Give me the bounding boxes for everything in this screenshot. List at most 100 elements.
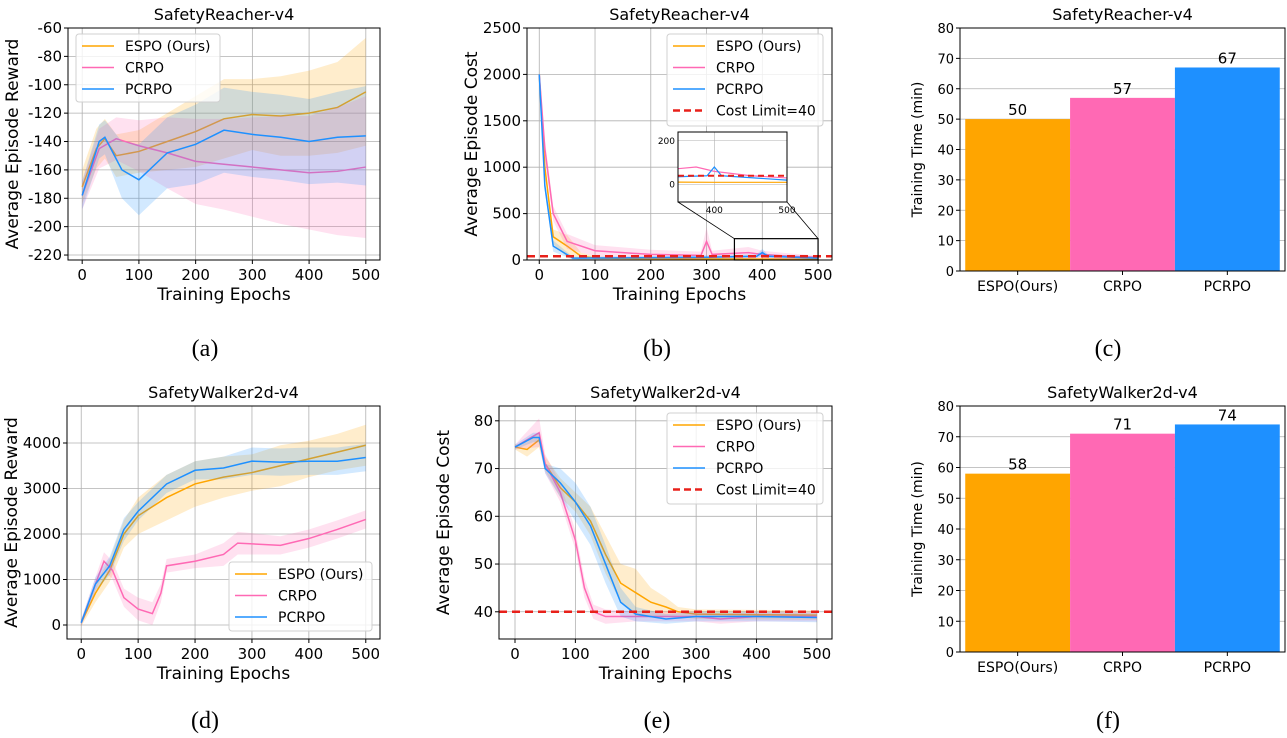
legend-label-espo: ESPO (Ours) <box>716 39 802 55</box>
bar-value-label: 71 <box>1113 416 1132 434</box>
y-tick-label: -180 <box>28 189 62 207</box>
bar-crpo <box>1070 433 1175 652</box>
x-tick-label: 300 <box>238 266 267 284</box>
x-tick-label: 200 <box>621 645 650 663</box>
band-espo <box>81 424 366 627</box>
y-tick-label: 10 <box>937 235 954 250</box>
bar-value-label: 67 <box>1218 49 1237 67</box>
chart-title: SafetyWalker2d-v4 <box>1047 383 1198 402</box>
chart-a: SafetyReacher-v4 (a) Average Episode Rewar… <box>3 5 381 362</box>
chart-title: SafetyReacher-v4 <box>154 5 295 24</box>
x-tick-label: PCRPO <box>1204 279 1251 295</box>
y-axis-label: Average Episode Reward <box>3 39 23 250</box>
y-tick-label: 40 <box>474 603 493 621</box>
x-tick-label: 0 <box>510 645 520 663</box>
chart-title: SafetyWalker2d-v4 <box>590 383 741 402</box>
zoom-rectangle <box>733 238 819 261</box>
x-axis-label: Training Epochs <box>598 664 733 684</box>
x-tick-label: 200 <box>181 645 210 663</box>
series-line-crpo <box>81 137 366 196</box>
legend-label-espo: ESPO (Ours) <box>278 567 364 583</box>
x-tick-label: 0 <box>534 266 544 284</box>
chart-caption: (e) <box>644 708 671 734</box>
bar-value-label: 57 <box>1113 80 1132 98</box>
axes-frame <box>959 405 1286 653</box>
chart-caption: (f) <box>1096 708 1120 734</box>
x-tick-label: 0 <box>76 645 86 663</box>
legend-label-espo: ESPO (Ours) <box>716 418 802 434</box>
inset-y-tick-label: 200 <box>658 137 675 147</box>
band-crpo <box>82 96 366 239</box>
y-tick-label: -120 <box>28 104 62 122</box>
y-tick-label: 3000 <box>23 479 61 497</box>
y-tick-label: 60 <box>937 462 954 477</box>
chart-e: SafetyWalker2d-v4 (e) Average Episode Cost… <box>434 383 833 734</box>
legend-label-pcrpo: PCRPO <box>716 82 763 98</box>
chart-d: SafetyWalker2d-v4 (d) Average Episode Rewa… <box>2 383 381 734</box>
y-tick-label: -80 <box>38 47 63 65</box>
legend-label-cost-limit: Cost Limit=40 <box>716 483 816 499</box>
y-axis-label: Average Episode Reward <box>2 417 22 628</box>
legend-box <box>666 33 824 127</box>
y-tick-label: 50 <box>937 113 954 128</box>
plot-area <box>81 37 367 239</box>
x-tick-label: 400 <box>295 645 324 663</box>
chart-c: SafetyReacher-v4 (c) Training Time (min) 0 1… <box>910 5 1286 362</box>
x-tick-label: 200 <box>181 266 210 284</box>
bar-crpo <box>1070 97 1175 271</box>
legend-label-crpo: CRPO <box>716 440 755 456</box>
bar-pcrpo <box>1174 67 1280 271</box>
axes-frame <box>498 405 833 640</box>
band-crpo <box>81 510 366 627</box>
zoom-connector <box>786 201 819 239</box>
y-tick-label: 20 <box>937 204 954 219</box>
x-tick-label: ESPO(Ours) <box>977 279 1058 295</box>
x-tick-label: CRPO <box>1103 660 1142 676</box>
x-tick-label: 500 <box>351 645 380 663</box>
y-tick-label: 70 <box>937 431 954 446</box>
band-pcrpo <box>81 443 366 626</box>
legend-label-pcrpo: PCRPO <box>716 461 763 477</box>
x-tick-label: 300 <box>238 645 267 663</box>
y-tick-label: 2500 <box>483 19 521 37</box>
chart-b: SafetyReacher-v4 (b) Average Episode Cost 0… <box>462 5 833 362</box>
x-tick-label: 400 <box>748 266 777 284</box>
legend: ESPO (Ours) CRPO PCRPO <box>228 561 373 632</box>
legend: ESPO (Ours) CRPO PCRPO <box>75 33 221 103</box>
series-line-pcrpo <box>514 436 817 620</box>
x-tick-label: 500 <box>804 266 833 284</box>
x-tick-label: 100 <box>124 645 153 663</box>
plot-area <box>80 424 367 627</box>
y-tick-label: 30 <box>937 554 954 569</box>
y-tick-label: 0 <box>511 251 521 269</box>
y-tick-label: -100 <box>28 76 62 94</box>
axes-frame <box>526 27 833 261</box>
chart-f: SafetyWalker2d-v4 (f) Training Time (min) 0… <box>910 383 1286 734</box>
band-espo <box>82 37 366 204</box>
x-tick-label: 100 <box>561 645 590 663</box>
legend-label-pcrpo: PCRPO <box>125 82 172 98</box>
y-tick-label: 1000 <box>483 158 521 176</box>
x-axis-label: Training Epochs <box>156 285 291 305</box>
x-tick-label: 400 <box>295 266 324 284</box>
x-tick-label: 500 <box>803 645 832 663</box>
series-line-crpo <box>678 166 787 179</box>
x-tick-label: 400 <box>742 645 771 663</box>
legend-box <box>75 33 221 103</box>
y-tick-label: 40 <box>937 523 954 538</box>
inset-frame <box>677 131 788 203</box>
x-axis-label: Training Epochs <box>612 285 747 305</box>
band-pcrpo <box>82 86 366 216</box>
inset-plot-area <box>678 166 787 183</box>
y-tick-label: 0 <box>946 646 954 661</box>
y-axis-label: Training Time (min) <box>910 461 926 598</box>
y-axis-label: Average Episode Cost <box>462 51 482 237</box>
series-line-pcrpo <box>81 129 366 196</box>
legend-box <box>228 561 373 632</box>
y-tick-label: 50 <box>937 492 954 507</box>
x-tick-label: CRPO <box>1103 279 1142 295</box>
y-tick-label: 4000 <box>23 434 61 452</box>
x-tick-label: PCRPO <box>1204 660 1251 676</box>
y-tick-label: 40 <box>937 144 954 159</box>
